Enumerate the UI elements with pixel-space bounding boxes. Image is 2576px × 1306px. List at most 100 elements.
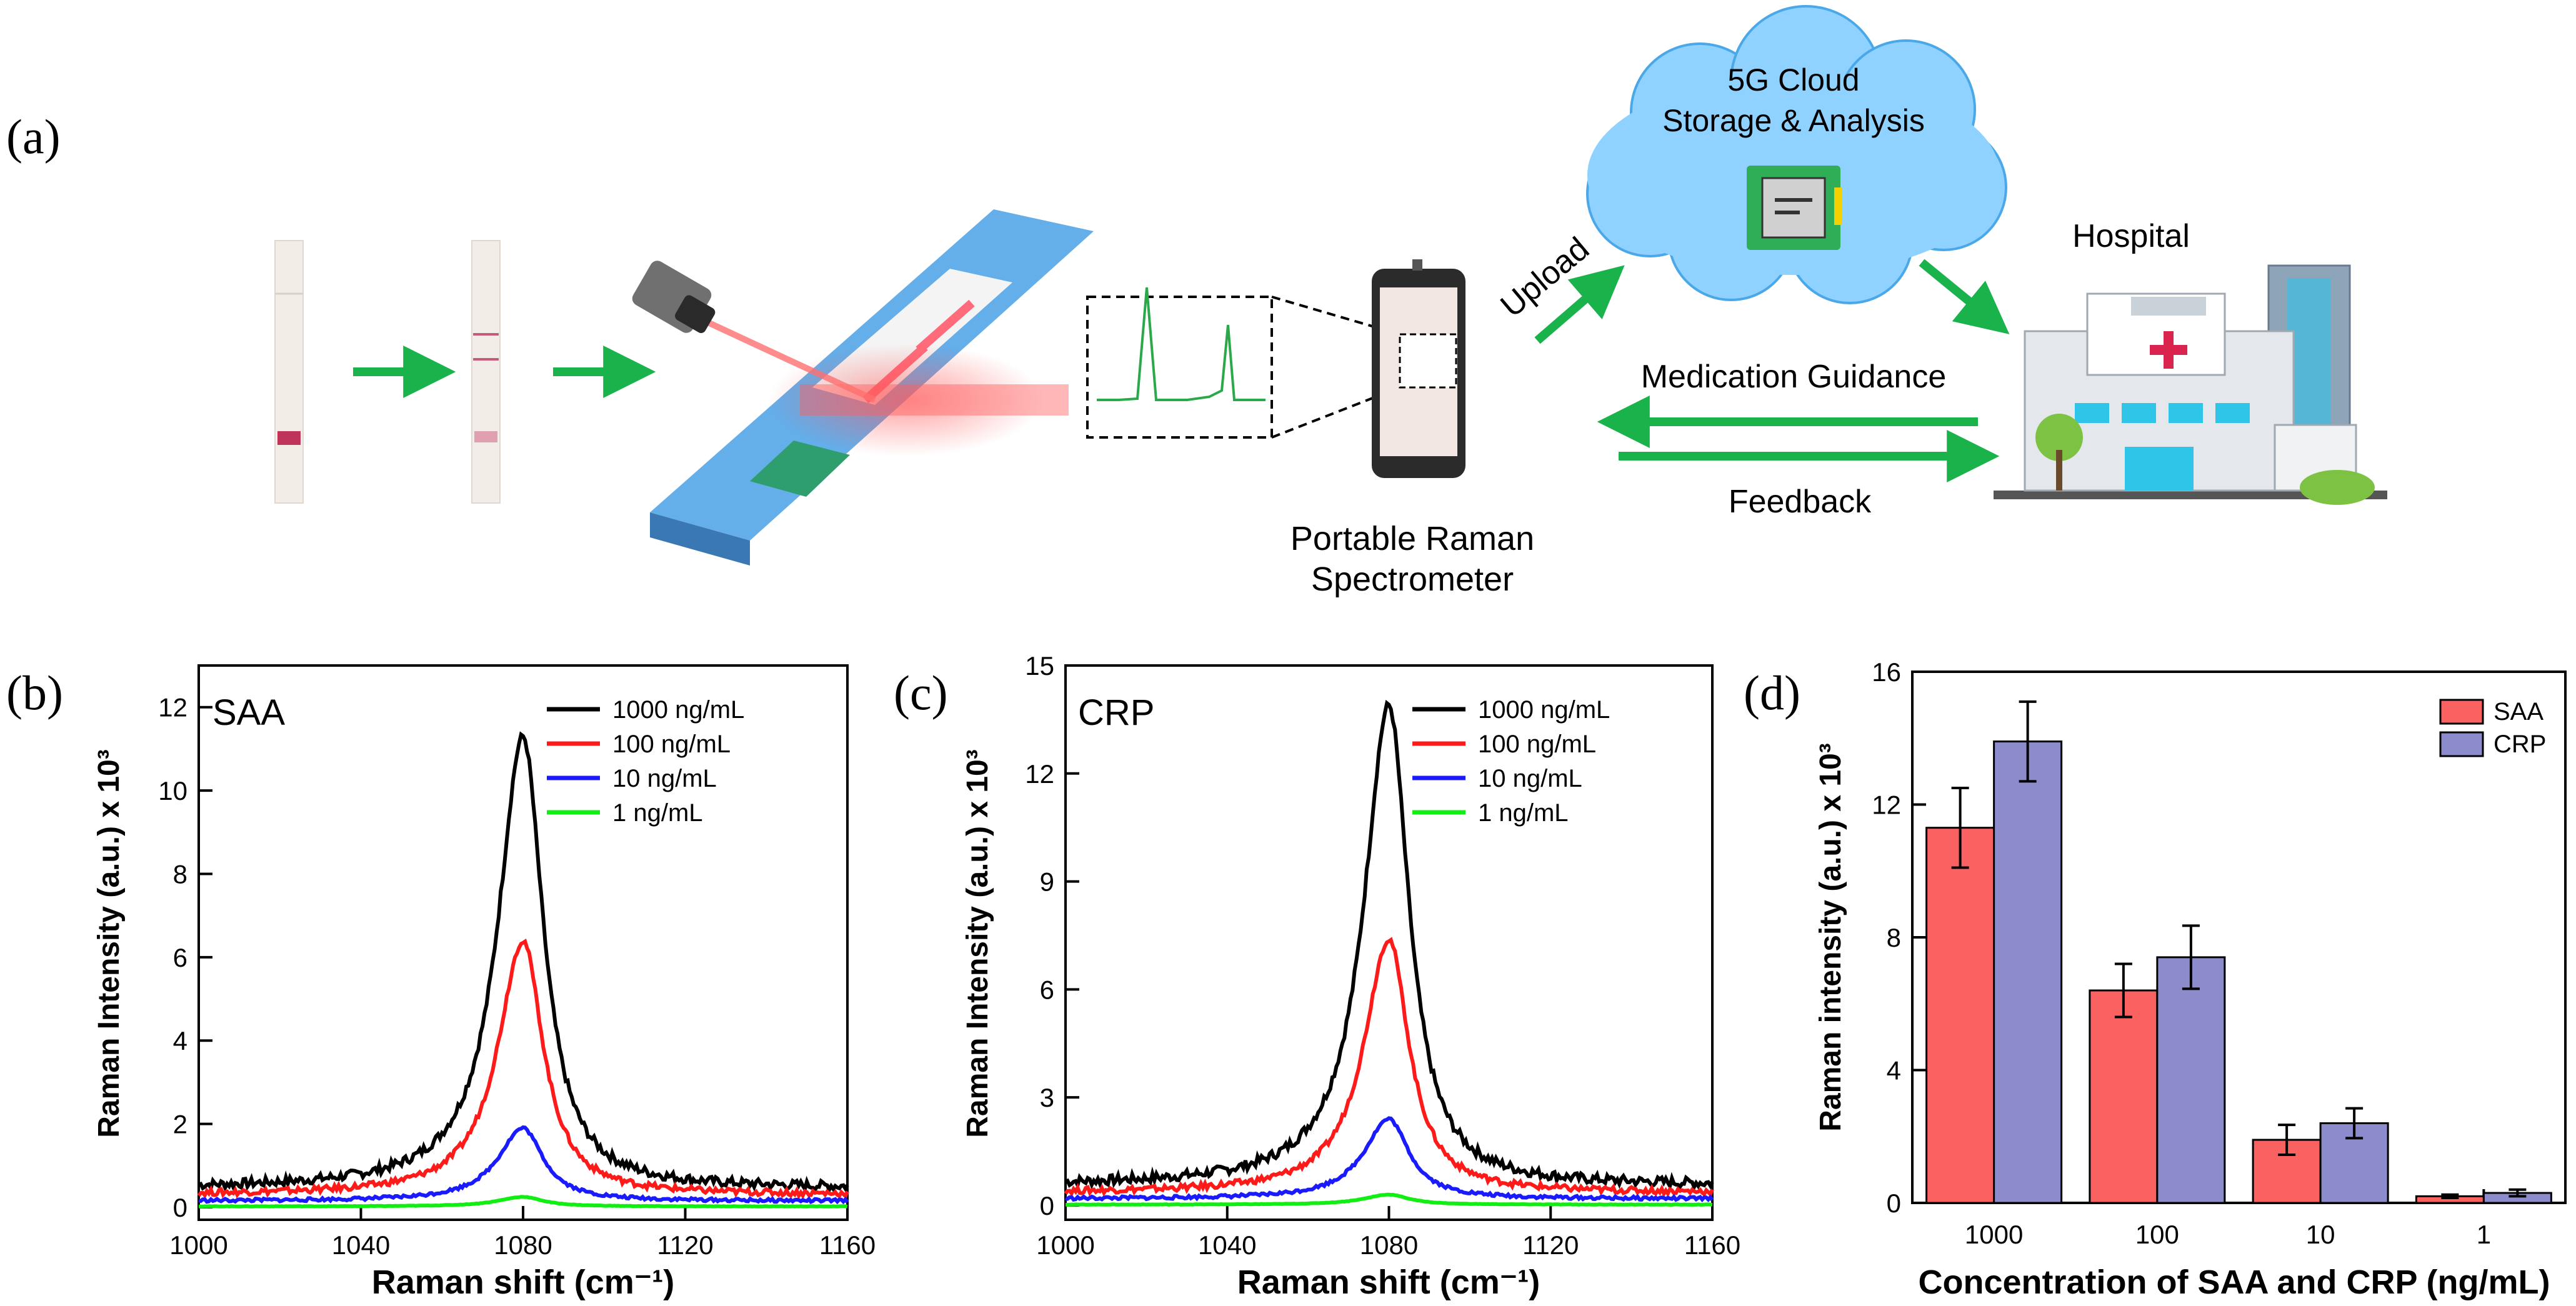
cloud-icon xyxy=(1586,5,2007,304)
panel-b-legend-label: 100 ng/mL xyxy=(612,730,731,758)
panel-c-series-2 xyxy=(1064,1116,1714,1203)
panel-d-xlabel: Concentration of SAA and CRP (ng/mL) xyxy=(1919,1264,2550,1301)
panel-b-title: SAA xyxy=(212,692,285,733)
panel-b-ytick-label: 4 xyxy=(173,1026,187,1055)
cloud-hospital-arrow xyxy=(1919,259,2010,334)
panel-d-legend-swatch xyxy=(2439,699,2484,725)
panel-c-legend-label: 1 ng/mL xyxy=(1478,799,1569,827)
panel-a: (a) xyxy=(6,5,2387,598)
panel-d-legend-label: SAA xyxy=(2494,698,2544,725)
panel-c-series-group xyxy=(1064,699,1714,1207)
panel-b-xtick-label: 1120 xyxy=(657,1230,713,1260)
panel-d-xtick-label: 10 xyxy=(2306,1220,2335,1249)
panel-c-axes: 1000 1040 1080 1120 1160 0 3 6 9 12 15 xyxy=(1025,651,1740,1260)
panel-c-legend-label: 1000 ng/mL xyxy=(1478,696,1610,724)
hospital-label: Hospital xyxy=(2072,218,2190,254)
panel-b-ytick-label: 0 xyxy=(173,1193,187,1222)
panel-d-bars-group xyxy=(1925,700,2552,1204)
lateral-flow-strip xyxy=(632,209,1094,566)
panel-b-ytick-label: 8 xyxy=(173,859,187,889)
panel-c-xtick-label: 1040 xyxy=(1198,1230,1256,1260)
panel-c-series-1 xyxy=(1064,937,1714,1198)
panel-b-xlabel: Raman shift (cm⁻¹) xyxy=(372,1264,675,1301)
spectrometer-label-1: Portable Raman xyxy=(1290,520,1534,557)
panel-b-legend: 1000 ng/mL 100 ng/mL 10 ng/mL 1 ng/mL xyxy=(547,696,744,827)
panel-b-ytick-label: 6 xyxy=(173,943,187,972)
panel-b-legend-label: 10 ng/mL xyxy=(612,765,717,792)
panel-b-ytick-label: 10 xyxy=(158,776,187,805)
panel-d-ytick-label: 12 xyxy=(1872,790,1901,820)
panel-b-series-3 xyxy=(198,1195,848,1209)
panel-b-xtick-label: 1040 xyxy=(332,1230,390,1260)
test-strip-before xyxy=(274,240,304,504)
hospital-icon xyxy=(1994,264,2387,505)
panel-c-legend-label: 100 ng/mL xyxy=(1478,730,1596,758)
panel-d-xtick-label: 1000 xyxy=(1965,1220,2023,1249)
laser-objective-icon xyxy=(632,261,716,333)
panel-c-xtick-label: 1000 xyxy=(1036,1230,1094,1260)
panel-b-series-1 xyxy=(197,938,849,1200)
upload-arrow xyxy=(1534,265,1625,344)
panel-d-legend-label: CRP xyxy=(2494,730,2546,758)
panel-d-xtick-label: 100 xyxy=(2135,1220,2179,1249)
panel-c-xtick-label: 1080 xyxy=(1360,1230,1418,1260)
panel-c-ytick-label: 0 xyxy=(1040,1191,1054,1220)
panel-c-title: CRP xyxy=(1078,692,1154,733)
panel-c-legend: 1000 ng/mL 100 ng/mL 10 ng/mL 1 ng/mL xyxy=(1412,696,1610,827)
panel-c-chart: (c) CRP Raman shift (cm⁻¹) Raman Intensi… xyxy=(894,651,1740,1301)
panel-b-xtick-label: 1080 xyxy=(494,1230,552,1260)
panel-c-ytick-label: 9 xyxy=(1040,867,1054,897)
cloud-title-2: Storage & Analysis xyxy=(1662,103,1925,138)
panel-d-bar-crp xyxy=(1993,740,2063,1204)
feedback-label: Feedback xyxy=(1729,484,1872,520)
panel-d-bar-saa xyxy=(1925,827,1995,1204)
panel-c-xlabel: Raman shift (cm⁻¹) xyxy=(1237,1264,1540,1301)
panel-d-legend: SAA CRP xyxy=(2439,698,2546,758)
panel-c-label: (c) xyxy=(894,665,948,720)
panel-c-ytick-label: 3 xyxy=(1040,1083,1054,1112)
panel-b-label: (b) xyxy=(6,665,63,720)
spectrometer-label-2: Spectrometer xyxy=(1311,561,1514,598)
panel-d-label: (d) xyxy=(1744,665,1800,720)
panel-b-xtick-label: 1160 xyxy=(819,1230,876,1260)
panel-a-label: (a) xyxy=(6,109,61,164)
panel-d-bar-crp xyxy=(2156,956,2226,1204)
panel-b-legend-label: 1 ng/mL xyxy=(612,799,703,827)
spectrum-inset xyxy=(1086,287,1400,439)
medication-label: Medication Guidance xyxy=(1641,359,1947,395)
panel-d-legend-swatch xyxy=(2439,731,2484,757)
panel-d-ytick-label: 16 xyxy=(1872,657,1901,687)
panel-b-xtick-label: 1000 xyxy=(169,1230,227,1260)
cloud-title-1: 5G Cloud xyxy=(1727,62,1859,97)
panel-d-ytick-label: 8 xyxy=(1887,923,1901,952)
panel-b-legend-label: 1000 ng/mL xyxy=(612,696,744,724)
panel-b-series-group xyxy=(197,731,849,1209)
panel-c-ytick-label: 6 xyxy=(1040,975,1054,1004)
panel-b-axes: 1000 1040 1080 1120 1160 0 2 4 6 8 10 12 xyxy=(158,693,876,1260)
panel-c-xtick-label: 1120 xyxy=(1522,1230,1579,1260)
panel-c-ytick-label: 15 xyxy=(1025,651,1054,680)
panel-b-chart: (b) SAA Raman shift (cm⁻¹) Raman Intensi… xyxy=(6,664,876,1301)
panel-d-chart: (d) Concentration of SAA and CRP (ng/mL)… xyxy=(1744,657,2567,1301)
panel-d-xtick-label: 1 xyxy=(2477,1220,2491,1249)
chip-icon xyxy=(1747,166,1842,250)
panel-b-ytick-label: 2 xyxy=(173,1110,187,1139)
panel-d-ytick-label: 4 xyxy=(1887,1056,1901,1085)
panel-b-series-0 xyxy=(198,731,849,1195)
panel-c-ylabel: Raman Intensity (a.u.) x 10³ xyxy=(961,749,994,1138)
test-strip-after xyxy=(471,240,501,504)
panel-d-ylabel: Raman intensity (a.u.) x 10³ xyxy=(1814,743,1847,1132)
panel-b-ylabel: Raman Intensity (a.u.) x 10³ xyxy=(92,749,126,1138)
panel-d-ytick-label: 0 xyxy=(1887,1189,1901,1218)
phone-spectrometer xyxy=(1372,259,1465,478)
upload-label: Upload xyxy=(1494,231,1596,324)
panel-c-xtick-label: 1160 xyxy=(1684,1230,1740,1260)
panel-b-ytick-label: 12 xyxy=(158,693,187,722)
panel-d-bar-saa xyxy=(2089,989,2159,1204)
panel-c-series-3 xyxy=(1066,1192,1713,1207)
panel-c-legend-label: 10 ng/mL xyxy=(1478,765,1582,792)
panel-c-ytick-label: 12 xyxy=(1025,759,1054,789)
panel-b-series-2 xyxy=(197,1125,849,1205)
panel-c-series-0 xyxy=(1064,699,1714,1192)
